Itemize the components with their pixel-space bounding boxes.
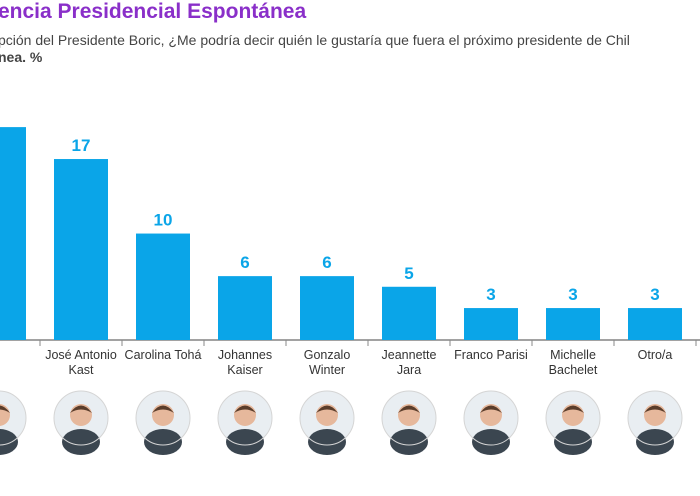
value-label-5: 5 [404,264,413,283]
candidate-photo-4 [299,390,355,455]
category-label-7-0: Michelle [550,348,596,362]
value-label-7: 3 [568,285,577,304]
chart-title: encia Presidencial Espontánea [0,0,307,23]
category-label-4-0: Gonzalo [304,348,351,362]
category-label-1-0: José Antonio [45,348,117,362]
bar-6 [464,308,518,340]
candidate-photo-2 [135,390,191,455]
value-label-1: 17 [72,136,91,155]
bar-0 [0,127,26,340]
value-label-3: 6 [240,253,249,272]
category-label-6-0: Franco Parisi [454,348,528,362]
bar-4 [300,276,354,340]
value-label-8: 3 [650,285,659,304]
candidate-photo-1 [53,390,109,455]
value-label-6: 3 [486,285,495,304]
bar-7 [546,308,600,340]
candidate-photo-7 [545,390,601,455]
category-label-4-1: Winter [309,363,345,377]
bar-1 [54,159,108,340]
category-label-2-0: Carolina Tohá [125,348,202,362]
candidate-photo-5 [381,390,437,455]
category-label-5-1: Jara [397,363,421,377]
chart-subtitle-unit: nea. % [0,49,43,65]
value-label-2: 10 [154,211,173,230]
chart-subtitle: pción del Presidente Boric, ¿Me podría d… [0,32,630,48]
category-label-8-0: Otro/a [638,348,673,362]
category-label-5-0: Jeannette [382,348,437,362]
bar-5 [382,286,436,340]
category-label-7-1: Bachelet [549,363,598,377]
category-label-3-1: Kaiser [227,363,262,377]
candidate-photo-6 [463,390,519,455]
bar-3 [218,276,272,340]
category-label-3-0: Johannes [218,348,272,362]
category-label-1-1: Kast [68,363,94,377]
candidate-photo-0 [0,390,27,455]
value-label-4: 6 [322,253,331,272]
candidate-photo-8 [627,390,683,455]
bar-2 [136,233,190,340]
bar-8 [628,308,682,340]
candidate-photo-3 [217,390,273,455]
